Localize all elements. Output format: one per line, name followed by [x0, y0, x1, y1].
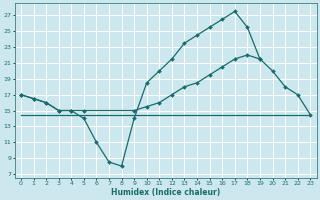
- X-axis label: Humidex (Indice chaleur): Humidex (Indice chaleur): [111, 188, 220, 197]
